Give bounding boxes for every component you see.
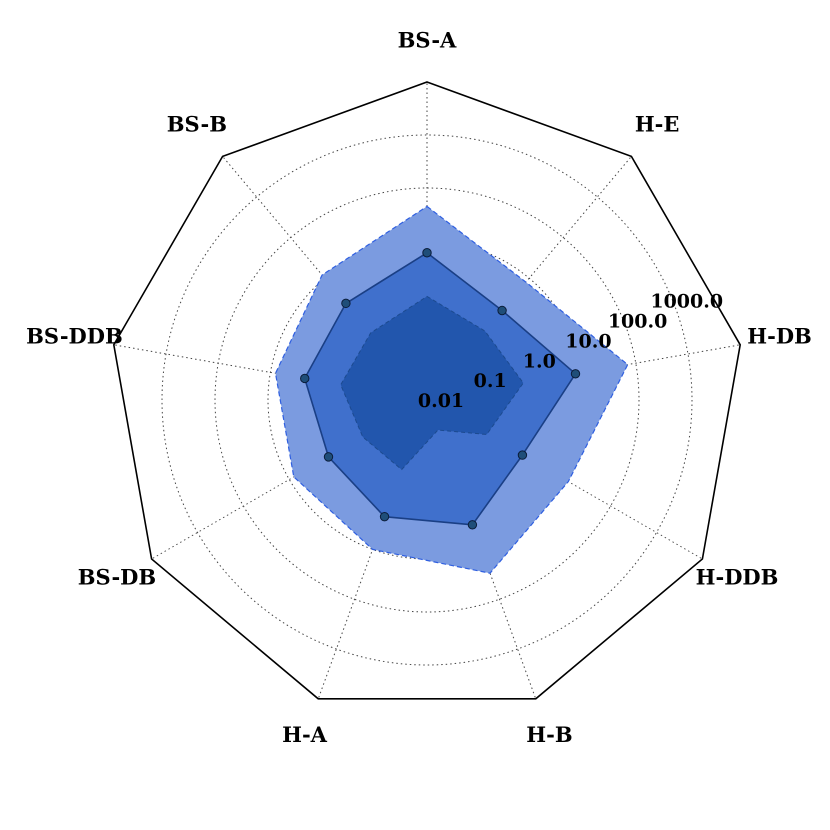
radial-tick-label: 1000.0 [650,291,723,313]
axis-label-bs-b: BS-B [167,111,227,136]
radial-tick-label: 100.0 [608,311,668,333]
median-point-bs-db [323,452,334,462]
frame-layer [112,81,742,700]
series-lower-area [340,295,524,471]
axis-label-bs-a: BS-A [398,28,457,53]
axis-label-h-b: H-B [526,722,572,747]
median-point-h-a [379,511,390,522]
radial-tick-label: 0.1 [474,370,507,392]
median-point-bs-b [341,298,351,309]
axis-label-bs-ddb: BS-DDB [26,323,123,348]
median-point-h-e [497,305,507,316]
median-point-bs-ddb [300,373,310,384]
radial-tick-label: 1.0 [523,350,556,372]
axis-label-h-db: H-DB [747,323,812,348]
outer-frame [112,81,742,700]
median-point-h-db [570,369,581,379]
median-point-h-b [467,520,478,530]
median-point-bs-a [422,248,432,258]
spoke-bs-db [151,399,428,560]
axis-label-bs-db: BS-DB [78,565,156,590]
label-layer: BS-A H-E H-DB H-DDB H-B H-A BS-DB BS-DDB BS-B 0.0… [26,28,812,747]
radial-tick-label: 10.0 [565,330,611,352]
median-point-h-ddb [517,450,528,460]
radial-tick-label: 0.01 [418,390,464,412]
grid-ring [161,134,693,666]
axis-label-h-e: H-E [635,111,680,136]
grid-ring [214,187,640,613]
axis-label-h-ddb: H-DDB [696,565,779,590]
series-layer [274,205,629,574]
axis-label-h-a: H-A [282,722,328,747]
